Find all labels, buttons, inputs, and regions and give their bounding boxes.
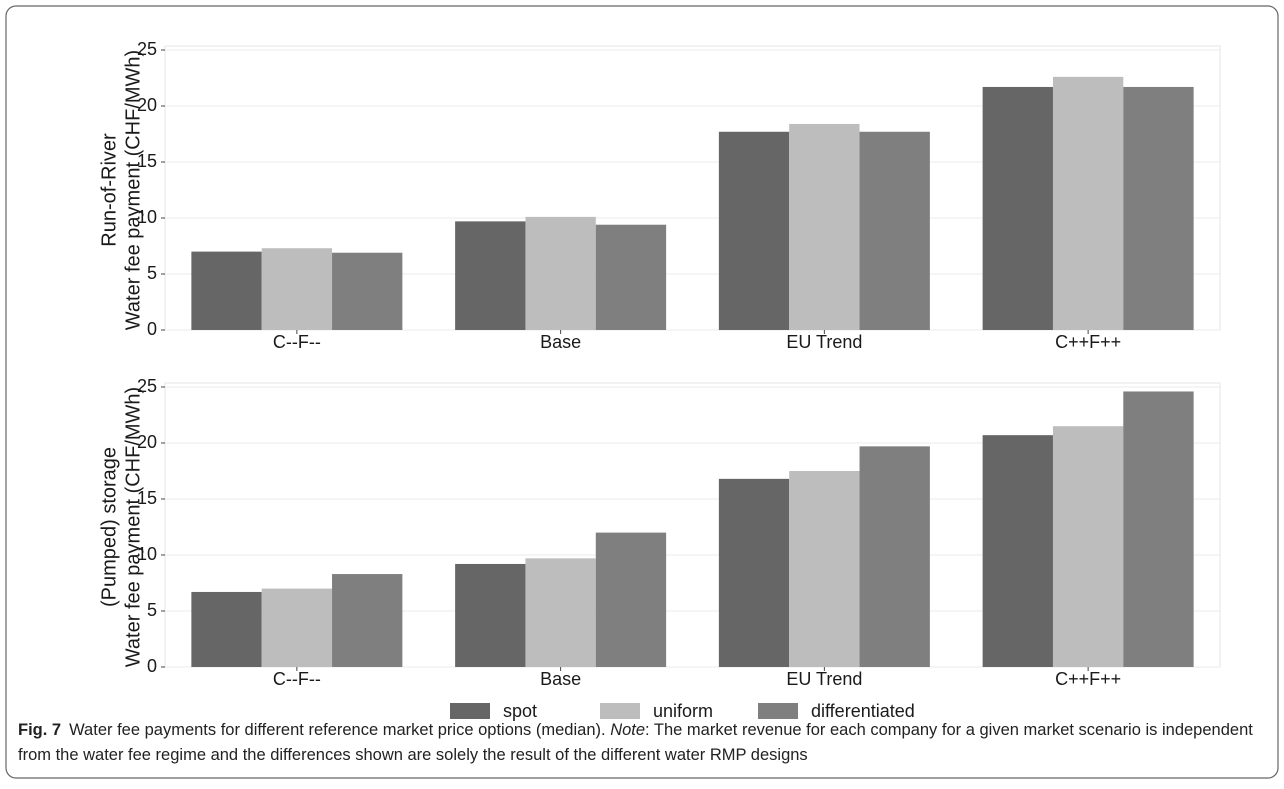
bar (455, 563, 526, 667)
y-axis-label: (Pumped) storage (98, 447, 120, 607)
y-axis-label: Water fee payment (CHF/MWh) (122, 50, 144, 330)
caption-label: Fig. 7 (18, 721, 62, 739)
legend-label: uniform (653, 701, 713, 721)
bar (718, 478, 790, 667)
legend-swatch (450, 703, 490, 719)
bar (859, 131, 930, 330)
bar (332, 252, 403, 330)
y-tick-label: 0 (147, 319, 157, 339)
x-tick-label: Base (540, 669, 581, 689)
bar (1123, 391, 1194, 667)
legend-label: spot (503, 701, 537, 721)
x-tick-label: C++F++ (1055, 332, 1121, 352)
bar (191, 251, 262, 330)
frame (5, 5, 1279, 779)
bar (789, 123, 860, 330)
y-tick-label: 10 (137, 544, 157, 564)
legend-swatch (600, 703, 640, 719)
bar (1052, 76, 1124, 330)
caption-text: Water fee payments for different referen… (69, 721, 606, 739)
bar (982, 435, 1053, 667)
bar (455, 221, 526, 330)
y-tick-label: 15 (137, 151, 157, 171)
bar (1123, 86, 1194, 331)
y-tick-label: 20 (137, 432, 157, 452)
y-tick-label: 25 (137, 376, 157, 396)
x-tick-label: EU Trend (786, 332, 862, 352)
bar (261, 248, 333, 330)
y-tick-label: 10 (137, 207, 157, 227)
x-tick-label: C--F-- (273, 669, 321, 689)
legend-swatch (758, 703, 798, 719)
bar (332, 574, 403, 667)
bar (982, 86, 1053, 331)
bar (1052, 426, 1124, 667)
bar (525, 558, 596, 667)
y-tick-label: 15 (137, 488, 157, 508)
y-axis-label: Water fee payment (CHF/MWh) (122, 387, 144, 667)
x-tick-label: EU Trend (786, 669, 862, 689)
y-axis-label: Run-of-River (98, 133, 120, 247)
bar (789, 471, 860, 667)
legend-label: differentiated (811, 701, 915, 721)
caption-note: : The market revenue for each company fo… (18, 721, 1253, 764)
bar (191, 591, 262, 667)
x-tick-label: C--F-- (273, 332, 321, 352)
bar (595, 224, 667, 330)
bar (595, 532, 667, 667)
y-tick-label: 25 (137, 39, 157, 59)
bar (718, 131, 790, 330)
bar (525, 216, 596, 330)
y-tick-label: 20 (137, 95, 157, 115)
y-tick-label: 0 (147, 656, 157, 676)
bar (859, 446, 930, 667)
x-tick-label: C++F++ (1055, 669, 1121, 689)
bar (261, 588, 333, 667)
caption: Fig. 7 Water fee payments for different r… (18, 718, 1268, 768)
y-tick-label: 5 (147, 600, 157, 620)
caption-note-label: Note (610, 721, 646, 739)
y-tick-label: 5 (147, 263, 157, 283)
x-tick-label: Base (540, 332, 581, 352)
